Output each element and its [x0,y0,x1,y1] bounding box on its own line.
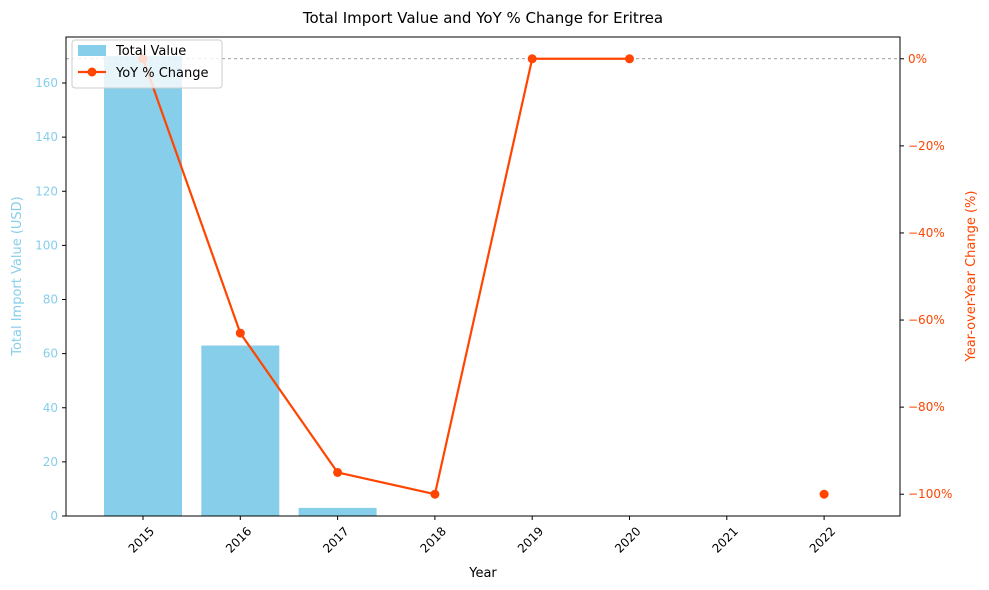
x-tick-label-2018: 2018 [418,524,449,555]
legend-bar-swatch [78,45,106,56]
right-tick-label: −20% [908,139,945,153]
x-tick-label-2016: 2016 [223,524,254,555]
yoy-point-2016 [235,328,245,338]
right-tick-label: −100% [908,487,952,501]
x-tick-label-2019: 2019 [515,524,546,555]
x-tick-label-2022: 2022 [807,524,838,555]
x-axis: 2015 2016 2017 2018 2019 2020 2021 2022 [126,516,838,556]
yoy-line-segment-0 [141,57,630,496]
left-tick-label: 100 [35,238,58,252]
left-y-axis: 0 20 40 60 80 100 120 140 160 [35,76,66,523]
x-axis-label: Year [468,566,497,581]
bar-2015 [104,55,182,516]
x-tick-label-2015: 2015 [126,524,157,555]
right-tick-label: −40% [908,226,945,240]
right-tick-label: −80% [908,400,945,414]
legend: Total Value YoY % Change [71,39,223,89]
yoy-point-2018 [430,489,440,499]
right-tick-label: 0% [908,52,927,66]
left-tick-label: 160 [35,76,58,90]
yoy-point-2019 [527,54,537,64]
right-y-axis-label: Year-over-Year Change (%) [964,191,979,363]
right-tick-label: −60% [908,313,945,327]
yoy-point-2020 [625,54,634,64]
left-y-axis-label: Total Import Value (USD) [10,196,25,357]
left-tick-label: 60 [43,347,58,361]
x-tick-label-2017: 2017 [320,524,351,555]
yoy-point-2017 [333,467,343,477]
bars-layer [104,55,377,516]
left-tick-label: 0 [50,509,58,523]
x-tick-label-2021: 2021 [709,524,740,555]
legend-bar-label: Total Value [115,44,186,59]
left-tick-label: 20 [43,455,58,469]
left-tick-label: 80 [43,293,58,307]
left-tick-label: 120 [35,184,58,198]
legend-line-label: YoY % Change [115,66,209,81]
chart-title: Total Import Value and YoY % Change for … [302,9,663,27]
yoy-point-2022 [819,489,829,499]
right-y-axis: 0% −20% −40% −60% −80% −100% [900,52,952,501]
x-tick-label-2020: 2020 [612,524,643,555]
legend-box [71,39,223,89]
left-tick-label: 40 [43,401,58,415]
left-tick-label: 140 [35,130,58,144]
bar-2016 [201,345,280,516]
plot-area-frame [65,36,901,517]
legend-line-marker [87,67,97,77]
bar-2017 [298,507,377,516]
